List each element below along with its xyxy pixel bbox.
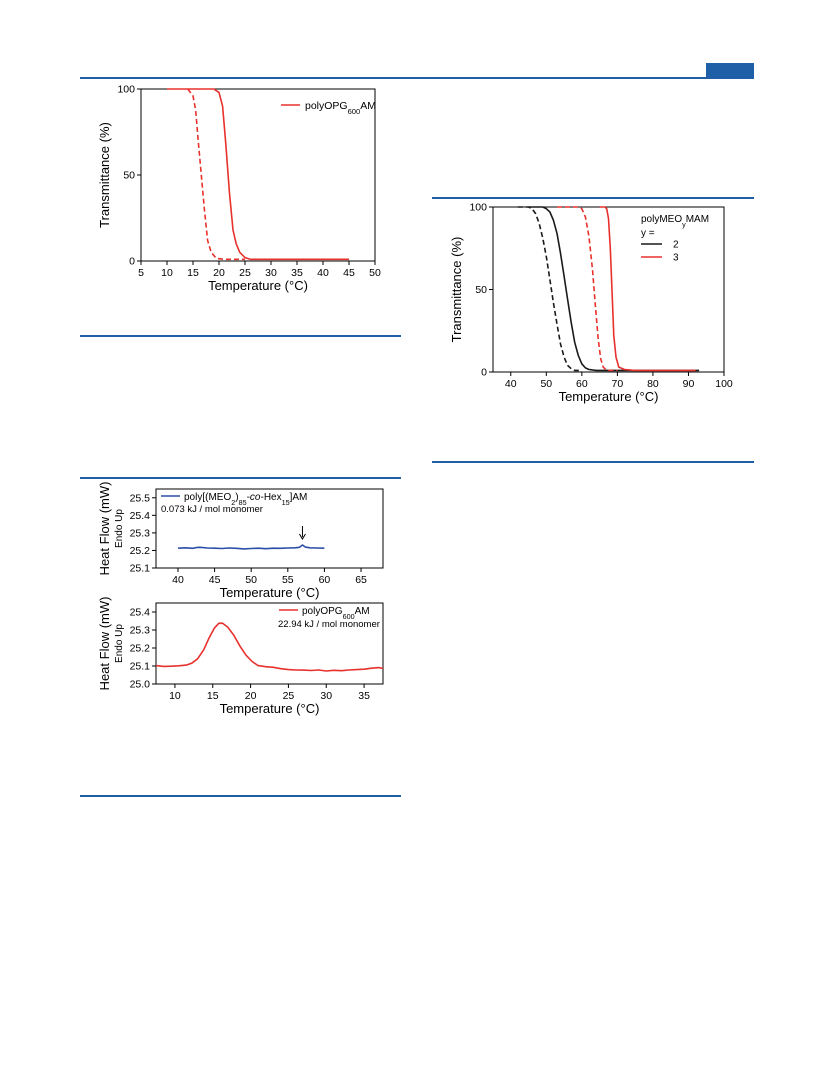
x-tick-label: 30 [265,267,277,279]
x-tick-label: 50 [369,267,381,279]
y-tick-label: 0 [129,256,135,268]
x-tick-label: 40 [317,267,329,279]
x-tick-label: 80 [647,378,659,390]
legend-note: 22.94 kJ / mol monomer [278,619,380,630]
y-tick-label: 50 [475,284,487,296]
series-line-3 [557,206,618,372]
x-tick-label: 50 [245,574,257,586]
x-tick-label: 35 [291,267,303,279]
x-tick-label: 15 [187,267,199,279]
y-tick-label: 25.0 [130,679,151,691]
x-tick-label: 60 [576,378,588,390]
x-tick-label: 40 [172,574,184,586]
x-axis-label: Temperature (°C) [220,701,320,716]
legend-label: 3 [673,253,679,264]
x-tick-label: 35 [358,690,370,702]
plot-frame [155,488,384,569]
x-tick-label: 20 [245,690,257,702]
legend-label: poly[(MEO2)85-co-Hex15]AM [184,492,307,507]
y-axis-label: Heat Flow (mW) [97,482,112,576]
y-tick-label: 25.2 [130,545,151,557]
x-tick-label: 65 [355,574,367,586]
x-tick-label: 10 [169,690,181,702]
x-tick-label: 60 [319,574,331,586]
series-line-2 [517,206,582,372]
x-tick-label: 15 [207,690,219,702]
x-tick-label: 45 [343,267,355,279]
legend-title: polyMEOyMAM [641,214,709,229]
y-tick-label: 100 [469,202,487,214]
x-tick-label: 25 [239,267,251,279]
x-tick-label: 70 [612,378,624,390]
y-tick-label: 25.1 [130,661,151,673]
x-axis-label: Temperature (°C) [559,389,659,404]
series-line-1 [177,544,325,550]
header-tab [706,63,754,78]
x-tick-label: 25 [283,690,295,702]
y-tick-label: 25.5 [130,492,151,504]
x-axis-label: Temperature (°C) [220,585,320,600]
rule-right-2 [432,461,754,463]
y-tick-label: 25.4 [130,510,151,522]
series-line-4 [599,206,696,372]
header-rule [80,77,754,79]
series-line-2 [187,88,245,261]
legend-label: polyOPG600AM [305,100,376,116]
x-tick-label: 100 [715,378,733,390]
rule-left-3 [80,795,401,797]
series-line-1 [528,206,700,372]
x-axis-label: Temperature (°C) [208,278,308,293]
series-line-1 [167,88,349,261]
y-axis-label: Heat Flow (mW) [97,597,112,691]
x-tick-label: 90 [683,378,695,390]
x-tick-label: 40 [505,378,517,390]
legend-subtitle: y = [641,228,655,239]
x-tick-label: 5 [138,267,144,279]
x-tick-label: 30 [320,690,332,702]
y-tick-label: 50 [123,170,135,182]
x-tick-label: 50 [540,378,552,390]
y-tick-label: 25.2 [130,643,151,655]
y-axis-label-secondary: Endo Up [114,624,125,663]
x-tick-label: 55 [282,574,294,586]
y-tick-label: 25.1 [130,563,151,575]
y-axis-label-secondary: Endo Up [114,509,125,548]
rule-left-2 [80,477,401,479]
x-tick-label: 45 [209,574,221,586]
y-tick-label: 25.3 [130,527,151,539]
rule-left-1 [80,335,401,337]
rule-right-1 [432,197,754,199]
legend-label: 2 [673,240,679,251]
series-line-1 [155,622,384,672]
y-tick-label: 25.3 [130,625,151,637]
legend-label: polyOPG600AM [302,606,370,621]
y-axis-label: Transmittance (%) [97,122,112,228]
x-tick-label: 10 [161,267,173,279]
legend-note: 0.073 kJ / mol monomer [161,504,263,515]
plot-frame [155,602,384,685]
y-tick-label: 100 [117,84,135,96]
y-axis-label: Transmittance (%) [449,237,464,343]
x-tick-label: 20 [213,267,225,279]
y-tick-label: 0 [481,367,487,379]
arrow-marker-head [299,533,306,540]
y-tick-label: 25.4 [130,607,151,619]
